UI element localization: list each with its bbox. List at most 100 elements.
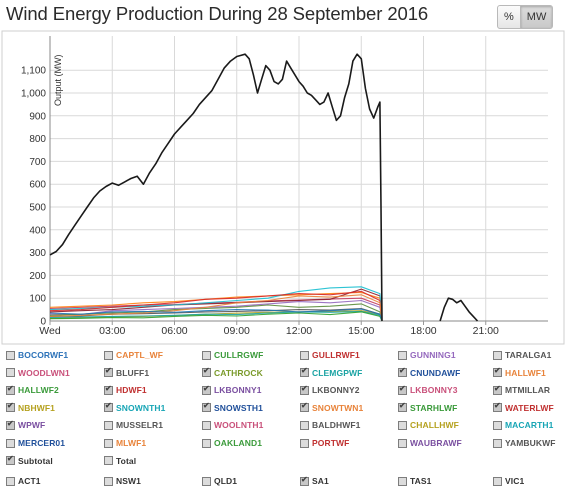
- legend-item-mercer01[interactable]: MERCER01: [6, 436, 65, 450]
- legend-checkbox[interactable]: [202, 420, 211, 430]
- legend-checkbox[interactable]: [300, 475, 309, 486]
- legend-checkbox[interactable]: [398, 401, 407, 413]
- legend-item-captl_wf[interactable]: CAPTL_WF: [104, 348, 163, 362]
- legend-item-cnundawf[interactable]: CNUNDAWF: [398, 366, 460, 380]
- legend-checkbox[interactable]: [493, 438, 502, 448]
- legend-item-oakland1[interactable]: OAKLAND1: [202, 436, 262, 450]
- legend-checkbox[interactable]: [6, 368, 15, 378]
- legend-checkbox[interactable]: [202, 476, 211, 486]
- legend-item-cathrock[interactable]: CATHROCK: [202, 366, 263, 380]
- legend-checkbox[interactable]: [398, 420, 407, 430]
- legend-item-total[interactable]: Total: [104, 454, 136, 468]
- unit-toggle[interactable]: % MW: [497, 5, 554, 29]
- legend-item-lkbonny3[interactable]: LKBONNY3: [398, 383, 458, 397]
- legend-checkbox[interactable]: [202, 438, 211, 448]
- legend-item-gunning1[interactable]: GUNNING1: [398, 348, 456, 362]
- legend-item-macarth1[interactable]: MACARTH1: [493, 418, 554, 432]
- legend-checkbox[interactable]: [6, 454, 15, 466]
- legend-item-challhwf[interactable]: CHALLHWF: [398, 418, 459, 432]
- percent-toggle-button[interactable]: %: [504, 11, 514, 23]
- legend-checkbox[interactable]: [398, 476, 407, 486]
- region-filter-tas1[interactable]: TAS1: [398, 474, 432, 488]
- legend-item-cullrgwf[interactable]: CULLRGWF: [202, 348, 263, 362]
- legend-item-musselr1[interactable]: MUSSELR1: [104, 418, 163, 432]
- legend-label: OAKLAND1: [214, 438, 263, 448]
- legend-item-waterlwf[interactable]: WATERLWF: [493, 401, 554, 415]
- legend-checkbox[interactable]: [6, 350, 15, 360]
- legend-checkbox[interactable]: [493, 350, 502, 360]
- legend-item-woodlwn1[interactable]: WOODLWN1: [6, 366, 70, 380]
- legend-checkbox[interactable]: [202, 366, 211, 378]
- legend-item-hdwf1[interactable]: HDWF1: [104, 383, 147, 397]
- subtotal-line: [439, 297, 479, 322]
- legend-item-snowtwn1[interactable]: SNOWTWN1: [300, 401, 363, 415]
- legend-item-bluff1[interactable]: BLUFF1: [104, 366, 149, 380]
- region-filter-sa1[interactable]: SA1: [300, 474, 329, 488]
- legend-checkbox[interactable]: [6, 419, 15, 430]
- legend-checkbox[interactable]: [493, 476, 502, 486]
- legend-checkbox[interactable]: [300, 438, 309, 448]
- legend-label: CHALLHWF: [410, 420, 459, 431]
- legend-checkbox[interactable]: [493, 384, 502, 395]
- legend-label: CAPTL_WF: [116, 350, 164, 360]
- region-filter-act1[interactable]: ACT1: [6, 474, 41, 488]
- legend-checkbox[interactable]: [398, 350, 407, 360]
- legend-item-waubrawf[interactable]: WAUBRAWF: [398, 436, 462, 450]
- region-filter-nsw1[interactable]: NSW1: [104, 474, 141, 488]
- legend-checkbox[interactable]: [104, 420, 113, 430]
- legend-item-taralga1[interactable]: TARALGA1: [493, 348, 551, 362]
- legend-checkbox[interactable]: [202, 350, 211, 360]
- legend-checkbox[interactable]: [300, 366, 309, 378]
- region-filter-qld1[interactable]: QLD1: [202, 474, 237, 488]
- x-tick-label: 12:00: [286, 325, 312, 337]
- legend-checkbox[interactable]: [6, 438, 15, 448]
- legend-item-mtmillar[interactable]: MTMILLAR: [493, 383, 550, 397]
- legend-item-starhlwf[interactable]: STARHLWF: [398, 401, 457, 415]
- legend-checkbox[interactable]: [202, 401, 211, 413]
- legend-checkbox[interactable]: [104, 366, 113, 378]
- legend-item-baldhwf1[interactable]: BALDHWF1: [300, 418, 361, 432]
- legend-item-hallwf1[interactable]: HALLWF1: [493, 366, 546, 380]
- legend-checkbox[interactable]: [398, 366, 407, 378]
- legend-checkbox[interactable]: [104, 476, 113, 486]
- legend-checkbox[interactable]: [104, 401, 113, 413]
- legend-item-woolnth1[interactable]: WOOLNTH1: [202, 418, 263, 432]
- legend-checkbox[interactable]: [398, 384, 407, 395]
- legend-checkbox[interactable]: [202, 384, 211, 395]
- legend-checkbox[interactable]: [104, 384, 113, 395]
- legend-checkbox[interactable]: [493, 420, 502, 430]
- legend-item-wpwf[interactable]: WPWF: [6, 418, 45, 432]
- legend-checkbox[interactable]: [104, 438, 113, 448]
- legend-checkbox[interactable]: [6, 384, 15, 395]
- legend-item-yambukwf[interactable]: YAMBUKWF: [493, 436, 556, 450]
- legend-checkbox[interactable]: [104, 350, 113, 360]
- legend-checkbox[interactable]: [398, 438, 407, 448]
- legend-item-snowsth1[interactable]: SNOWSTH1: [202, 401, 263, 415]
- legend-checkbox[interactable]: [493, 401, 502, 413]
- legend-checkbox[interactable]: [300, 384, 309, 395]
- legend-item-nbhwf1[interactable]: NBHWF1: [6, 401, 55, 415]
- toggle-divider: [519, 6, 521, 28]
- legend-item-hallwf2[interactable]: HALLWF2: [6, 383, 59, 397]
- legend-checkbox[interactable]: [493, 366, 502, 378]
- legend-item-snownth1[interactable]: SNOWNTH1: [104, 401, 165, 415]
- series-line: [49, 290, 383, 322]
- legend-checkbox[interactable]: [6, 401, 15, 413]
- mw-toggle-button[interactable]: MW: [520, 6, 553, 28]
- legend-item-portwf[interactable]: PORTWF: [300, 436, 349, 450]
- region-filter-vic1[interactable]: VIC1: [493, 474, 524, 488]
- series-line: [49, 291, 383, 322]
- legend-item-bocorwf1[interactable]: BOCORWF1: [6, 348, 68, 362]
- legend-checkbox[interactable]: [300, 420, 309, 430]
- legend-item-subtotal[interactable]: Subtotal: [6, 454, 53, 468]
- legend-item-lkbonny1[interactable]: LKBONNY1: [202, 383, 262, 397]
- legend-checkbox[interactable]: [104, 456, 113, 466]
- legend-checkbox[interactable]: [300, 401, 309, 413]
- legend-checkbox[interactable]: [6, 476, 15, 486]
- legend-item-clemgpwf[interactable]: CLEMGPWF: [300, 366, 362, 380]
- legend-item-mlwf1[interactable]: MLWF1: [104, 436, 146, 450]
- legend-item-lkbonny2[interactable]: LKBONNY2: [300, 383, 360, 397]
- legend-item-gullrwf1[interactable]: GULLRWF1: [300, 348, 360, 362]
- legend-label: CATHROCK: [214, 367, 263, 378]
- legend-checkbox[interactable]: [300, 350, 309, 360]
